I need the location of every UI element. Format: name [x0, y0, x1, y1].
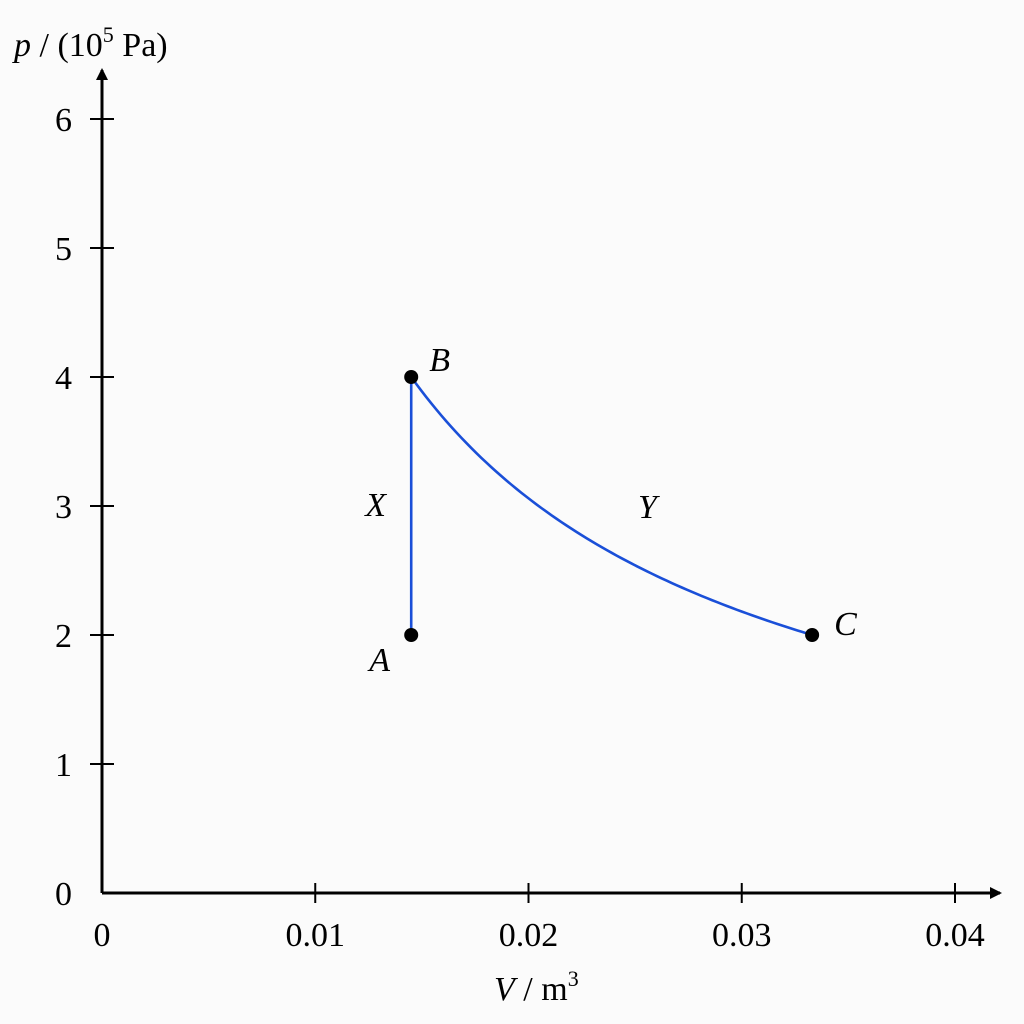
- x-axis-unit: / m: [515, 971, 568, 1008]
- y-tick-label: 4: [55, 360, 72, 397]
- process-lines: [409, 376, 813, 637]
- process-label-x: X: [363, 487, 387, 524]
- y-axis-variable: p: [12, 27, 31, 64]
- axes: [96, 68, 1002, 899]
- y-tick-label: 3: [55, 489, 72, 526]
- point-b: [404, 370, 419, 384]
- chart-labels: X Y A B C: [363, 342, 857, 679]
- x-tick-label: 0.01: [286, 917, 346, 954]
- state-points: [404, 370, 820, 642]
- y-axis-ticks: 0 1 2 3 4 5 6: [55, 102, 114, 913]
- y-tick-label: 6: [55, 102, 72, 139]
- point-label-b: B: [429, 342, 450, 379]
- point-label-c: C: [834, 606, 857, 643]
- x-tick-label: 0.03: [712, 917, 772, 954]
- y-axis-title: p / (105 Pa): [12, 22, 168, 64]
- point-a: [404, 628, 419, 642]
- y-tick-label: 5: [55, 231, 72, 268]
- process-y-line: [410, 376, 813, 637]
- y-tick-label: 0: [55, 876, 72, 913]
- x-axis-title: V / m3: [494, 966, 579, 1008]
- point-label-a: A: [367, 642, 390, 679]
- x-axis-ticks: 0 0.01 0.02 0.03 0.04: [94, 883, 985, 954]
- x-tick-label: 0.04: [925, 917, 985, 954]
- y-axis-unit-pre: / (10: [31, 27, 103, 64]
- x-tick-label: 0.02: [499, 917, 559, 954]
- y-axis-unit-exponent: 5: [103, 22, 114, 47]
- point-c: [805, 628, 820, 642]
- x-tick-label: 0: [94, 917, 111, 954]
- process-label-y: Y: [638, 489, 660, 526]
- y-tick-label: 1: [55, 747, 72, 784]
- x-axis-unit-exponent: 3: [568, 966, 579, 991]
- y-axis-unit-post: Pa): [114, 27, 168, 64]
- y-tick-label: 2: [55, 618, 72, 655]
